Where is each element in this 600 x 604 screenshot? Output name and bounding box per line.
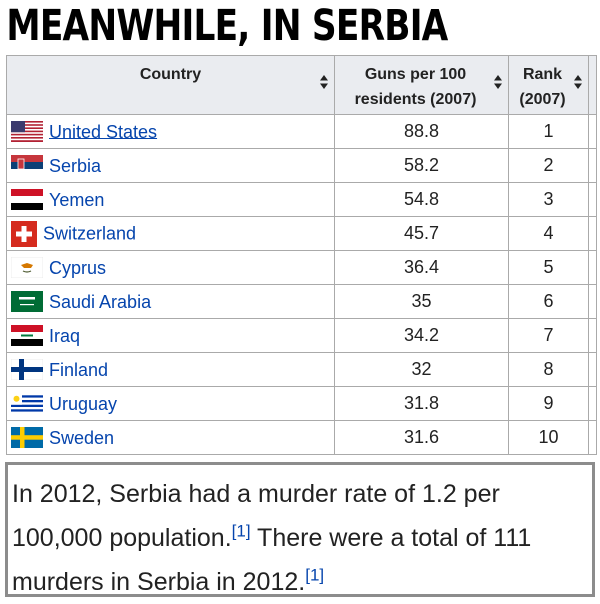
column-header-guns[interactable]: Guns per 100 residents (2007) (334, 55, 509, 115)
guns-value: 45.7 (334, 216, 509, 251)
rank-value: 4 (508, 216, 589, 251)
country-link[interactable]: Iraq (49, 325, 81, 346)
gun-ownership-table: Country Guns per 100 residents (2007) Ra… (6, 55, 597, 455)
serbia-flag-icon (11, 155, 43, 177)
uruguay-flag-icon (11, 393, 43, 415)
country-link[interactable]: Finland (49, 359, 109, 380)
citation-link[interactable]: [1] (231, 521, 251, 541)
us-flag-icon (11, 121, 43, 143)
yemen-flag-icon (11, 189, 43, 211)
country-link[interactable]: Yemen (49, 189, 105, 210)
guns-value: 31.8 (334, 386, 509, 421)
guns-value: 54.8 (334, 182, 509, 217)
sweden-flag-icon (11, 427, 43, 449)
cyprus-flag-icon (11, 257, 43, 279)
table-row: Saudi Arabia 35 6 (6, 284, 597, 319)
rank-value: 2 (508, 148, 589, 183)
table-row: Iraq 34.2 7 (6, 318, 597, 353)
finland-flag-icon (11, 359, 43, 381)
country-link[interactable]: Saudi Arabia (49, 291, 152, 312)
guns-value: 58.2 (334, 148, 509, 183)
guns-value: 34.2 (334, 318, 509, 353)
country-link[interactable]: Sweden (49, 427, 115, 448)
column-header-rank[interactable]: Rank (2007) (508, 55, 589, 115)
caption-text-2: There were a total of 111 murders in Ser… (12, 524, 532, 596)
headline: MEANWHILE, IN SERBIA (6, 1, 448, 51)
table-row: Yemen 54.8 3 (6, 182, 597, 217)
murder-rate-caption: In 2012, Serbia had a murder rate of 1.2… (5, 462, 595, 597)
country-link[interactable]: Serbia (49, 155, 102, 176)
rank-header-line2: (2007) (519, 91, 566, 108)
rank-value: 10 (508, 420, 589, 455)
rank-value: 8 (508, 352, 589, 387)
guns-value: 35 (334, 284, 509, 319)
table-row: Finland 32 8 (6, 352, 597, 387)
column-header-country[interactable]: Country (6, 55, 335, 115)
sort-arrows-icon[interactable] (320, 75, 328, 89)
country-link[interactable]: Uruguay (49, 393, 118, 414)
table-row: Uruguay 31.8 9 (6, 386, 597, 421)
guns-header-line2: residents (2007) (354, 91, 477, 108)
citation-link[interactable]: [1] (305, 565, 325, 585)
saudi-arabia-flag-icon (11, 291, 43, 313)
guns-value: 88.8 (334, 114, 509, 149)
guns-value: 32 (334, 352, 509, 387)
table-row: Cyprus 36.4 5 (6, 250, 597, 285)
sort-arrows-icon[interactable] (574, 75, 582, 89)
table-row: United States 88.8 1 (6, 114, 597, 149)
country-link[interactable]: Cyprus (49, 257, 107, 278)
caption-text-1: In 2012, Serbia had a murder rate of 1.2… (12, 480, 500, 552)
rank-value: 7 (508, 318, 589, 353)
country-link[interactable]: United States (49, 121, 158, 142)
iraq-flag-icon (11, 325, 43, 347)
table-row: Sweden 31.6 10 (6, 420, 597, 455)
sort-arrows-icon[interactable] (494, 75, 502, 89)
rank-value: 1 (508, 114, 589, 149)
rank-value: 9 (508, 386, 589, 421)
guns-value: 36.4 (334, 250, 509, 285)
guns-value: 31.6 (334, 420, 509, 455)
country-link[interactable]: Switzerland (43, 223, 137, 243)
rank-value: 5 (508, 250, 589, 285)
switzerland-flag-icon (11, 220, 37, 247)
column-header-cutoff (588, 55, 597, 115)
rank-value: 3 (508, 182, 589, 217)
rank-header-line1: Rank (522, 66, 563, 83)
country-header-label: Country (139, 66, 202, 83)
table-header-row: Country Guns per 100 residents (2007) Ra… (6, 55, 597, 115)
table-row: Serbia 58.2 2 (6, 148, 597, 183)
table-row: Switzerland 45.7 4 (6, 216, 597, 251)
guns-header-line1: Guns per 100 (364, 66, 467, 83)
rank-value: 6 (508, 284, 589, 319)
